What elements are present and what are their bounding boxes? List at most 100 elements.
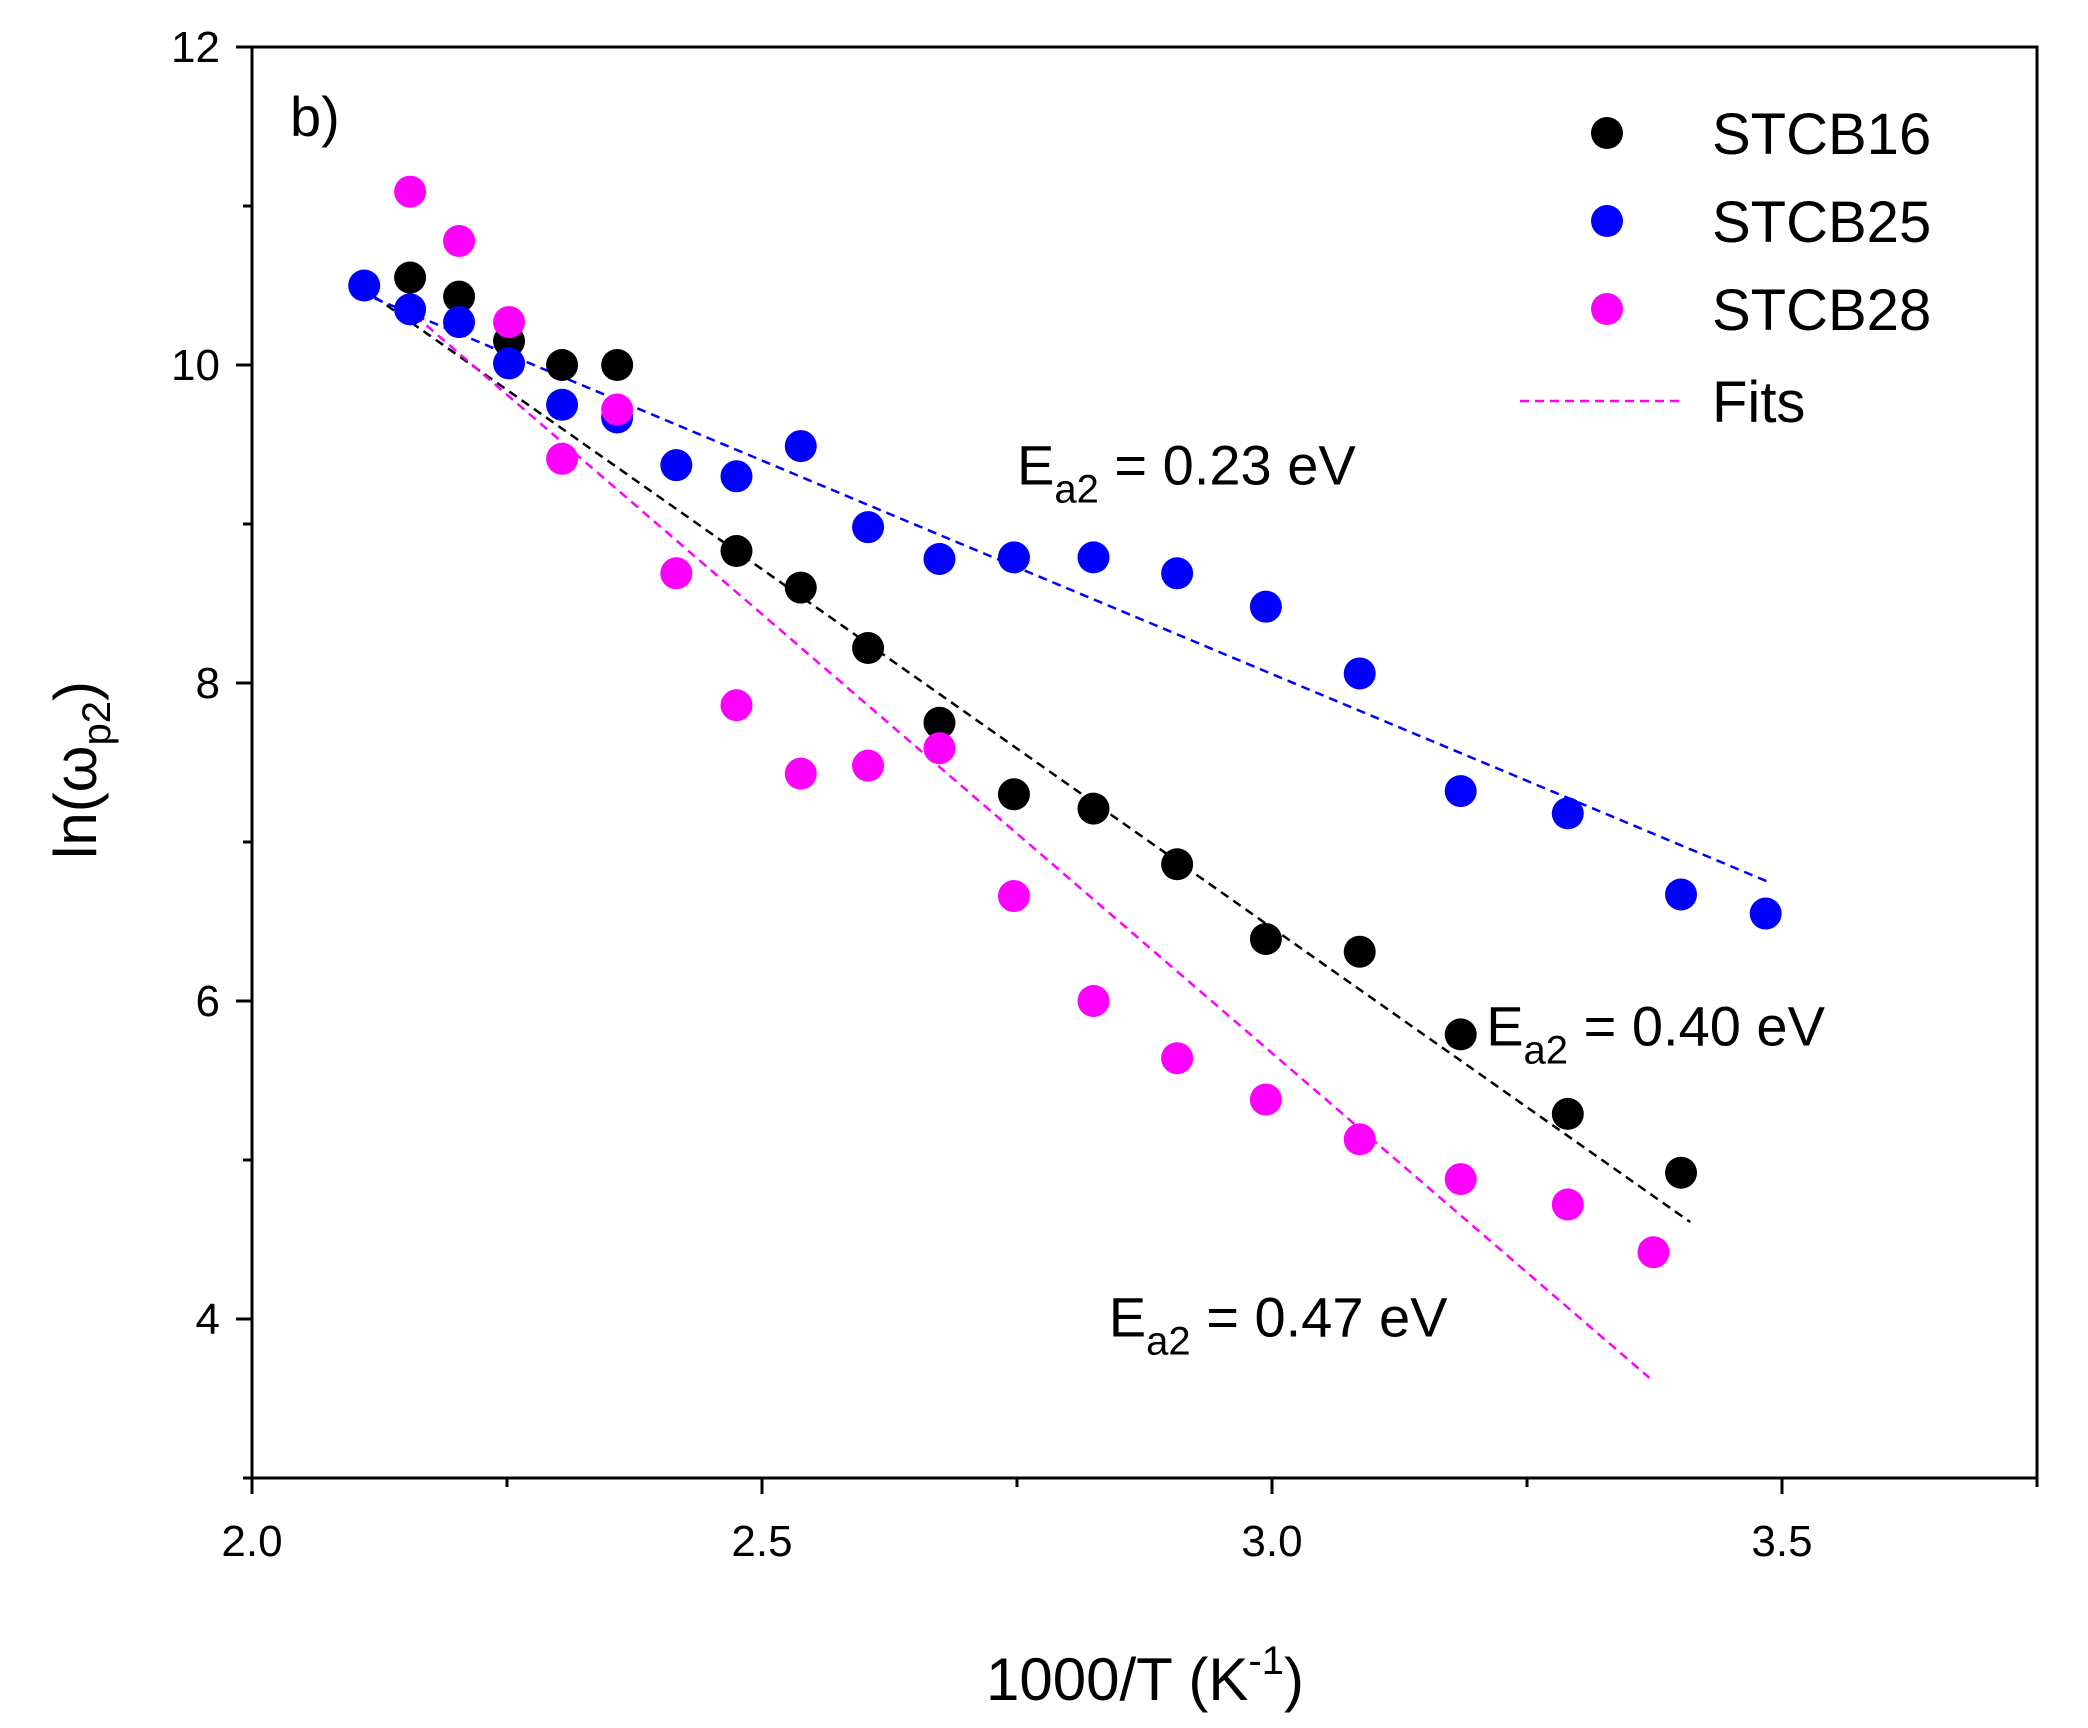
fit-line-stcb25 (373, 297, 1773, 885)
point-stcb16 (443, 280, 476, 313)
x-tick-label: 2.0 (221, 1517, 282, 1566)
y-axis-title-sub: p2 (75, 701, 119, 746)
point-stcb28 (660, 557, 693, 590)
point-stcb25 (1749, 897, 1782, 930)
point-stcb16 (1161, 848, 1194, 881)
x-tick-label: 3.5 (1751, 1517, 1812, 1566)
activation-energy-label: Ea2 = 0.40 eV (1486, 995, 1825, 1073)
legend-label-fits: Fits (1712, 370, 1805, 435)
point-stcb25 (1551, 797, 1584, 830)
point-stcb25 (852, 511, 885, 544)
y-tick-label: 4 (196, 1295, 220, 1344)
x-axis-title-sup: -1 (1248, 1639, 1284, 1683)
fit-line-stcb28 (414, 314, 1651, 1379)
annotation-sub: a2 (1524, 1029, 1569, 1073)
fit-lines (373, 295, 1773, 1379)
annotation-main: E (1109, 1285, 1146, 1348)
point-stcb28 (546, 442, 579, 475)
point-stcb25 (348, 269, 381, 302)
x-axis-title: 1000/T (K-1) (986, 1639, 1304, 1713)
legend-label-stcb25: STCB25 (1712, 190, 1931, 255)
legend-label-stcb28: STCB28 (1712, 278, 1931, 343)
point-stcb16 (1665, 1156, 1698, 1189)
y-tick-label: 12 (171, 23, 220, 72)
point-stcb16 (1077, 792, 1110, 825)
point-stcb28 (997, 880, 1030, 913)
point-stcb25 (443, 306, 476, 339)
point-stcb28 (1637, 1236, 1670, 1269)
point-stcb25 (394, 293, 427, 326)
point-stcb16 (546, 349, 579, 381)
x-axis-title-main: 1000/T (K (986, 1646, 1248, 1713)
y-tick-label: 6 (196, 977, 220, 1026)
axis-ticks (236, 45, 2039, 1494)
y-axis-title-tail: ) (42, 681, 109, 701)
point-stcb16 (1444, 1018, 1477, 1051)
y-axis-title: ln(ωp2) (42, 681, 119, 859)
point-stcb25 (1077, 541, 1110, 574)
point-stcb28 (720, 689, 753, 722)
point-stcb25 (1343, 657, 1376, 690)
x-tick-label: 3.0 (1241, 1517, 1302, 1566)
point-stcb28 (784, 757, 817, 790)
point-stcb25 (1161, 557, 1194, 590)
point-stcb25 (493, 347, 526, 380)
point-stcb25 (784, 430, 817, 463)
point-stcb28 (394, 175, 427, 208)
point-stcb25 (660, 449, 693, 482)
point-stcb25 (1249, 590, 1282, 623)
y-tick-label: 8 (196, 659, 220, 708)
activation-energy-label: Ea2 = 0.47 eV (1109, 1285, 1448, 1363)
annotation-sub: a2 (1054, 467, 1099, 511)
point-stcb28 (1249, 1083, 1282, 1116)
point-stcb28 (1161, 1042, 1194, 1075)
point-stcb28 (1551, 1188, 1584, 1221)
data-points (348, 175, 1782, 1269)
annotation-rest: = 0.47 eV (1191, 1285, 1449, 1348)
point-stcb28 (923, 732, 956, 765)
point-stcb16 (720, 535, 753, 568)
legend-marker-stcb25 (1591, 205, 1623, 237)
point-stcb16 (852, 632, 885, 665)
point-stcb25 (1665, 878, 1698, 911)
annotation-main: E (1017, 433, 1054, 496)
annotation-sub: a2 (1146, 1319, 1191, 1363)
point-stcb16 (784, 571, 817, 604)
annotation-rest: = 0.23 eV (1099, 433, 1357, 496)
point-stcb25 (546, 388, 579, 421)
legend-marker-stcb16 (1591, 117, 1623, 149)
annotation-main: E (1486, 995, 1523, 1058)
y-axis-title-main: ln(ω (42, 745, 109, 859)
point-stcb16 (1343, 935, 1376, 968)
legend: STCB16 STCB25 STCB28 Fits (1520, 102, 1931, 435)
point-stcb16 (997, 778, 1030, 811)
legend-label-stcb16: STCB16 (1712, 102, 1931, 167)
point-stcb28 (1444, 1163, 1477, 1196)
point-stcb16 (1551, 1097, 1584, 1130)
point-stcb28 (493, 306, 526, 339)
point-stcb16 (601, 349, 634, 381)
point-stcb28 (443, 224, 476, 257)
point-stcb25 (923, 542, 956, 575)
point-stcb25 (1444, 775, 1477, 808)
point-stcb25 (720, 460, 753, 493)
point-stcb16 (1249, 922, 1282, 955)
point-stcb28 (852, 749, 885, 782)
annotation-rest: = 0.40 eV (1568, 995, 1826, 1058)
y-tick-label: 10 (171, 341, 220, 390)
plot-frame (250, 45, 2039, 1480)
fit-line-stcb16 (373, 295, 1691, 1224)
legend-marker-stcb28 (1591, 293, 1623, 325)
point-stcb16 (923, 706, 956, 739)
tick-labels: 2.0 2.5 3.0 3.5 4 6 8 10 12 (171, 23, 1813, 1566)
activation-energy-label: Ea2 = 0.23 eV (1017, 433, 1356, 511)
point-stcb16 (394, 261, 427, 294)
point-stcb28 (601, 393, 634, 426)
x-axis-title-tail: ) (1284, 1646, 1304, 1713)
point-stcb28 (1077, 985, 1110, 1017)
x-tick-label: 2.5 (731, 1517, 792, 1566)
panel-label: b) (290, 85, 340, 148)
